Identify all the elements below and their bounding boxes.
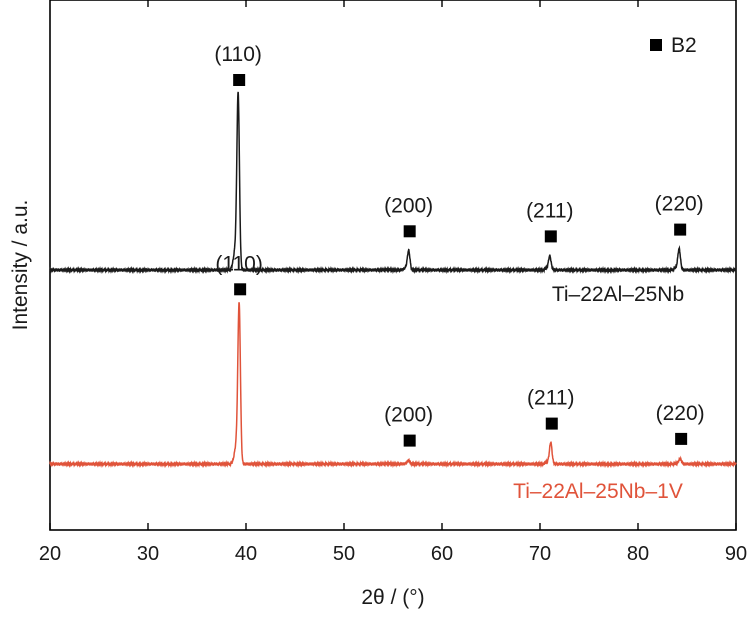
b2-marker-0-1 — [403, 225, 416, 238]
x-tick-label-90: 90 — [725, 543, 747, 565]
peak-label-0-1: (200) — [384, 194, 433, 217]
peak-markers: (110) (200) (211) (220) (110) (200) (211) (220) — [214, 43, 705, 447]
x-tick-label-70: 70 — [529, 543, 551, 565]
series-label-ti-22al-25nb-1v: Ti–22Al–25Nb–1V — [513, 480, 683, 503]
peak-label-1-2: (211) — [527, 387, 574, 410]
plot-frame — [49, 0, 737, 531]
peak-label-0-3: (220) — [655, 193, 704, 216]
b2-marker-0-0 — [233, 74, 246, 86]
legend-label-b2: B2 — [671, 34, 697, 57]
series-label-ti-22al-25nb: Ti–22Al–25Nb — [552, 283, 684, 306]
x-tick-label-60: 60 — [431, 543, 453, 565]
b2-marker-1-0 — [234, 283, 247, 296]
peak-label-1-3: (220) — [656, 402, 705, 425]
y-axis-title: Intensity / a.u. — [9, 200, 32, 331]
x-tick-label-80: 80 — [627, 543, 649, 565]
legend: B2 — [650, 34, 697, 57]
series-line-0 — [49, 91, 737, 275]
series-line-1 — [49, 302, 737, 469]
x-tick-label-40: 40 — [235, 543, 257, 565]
x-axis: 20 30 40 50 60 70 80 90 — [39, 0, 747, 565]
x-axis-title: 2θ / (°) — [361, 586, 424, 609]
b2-marker-1-1 — [403, 434, 416, 447]
legend-marker-b2 — [650, 39, 662, 51]
peak-label-0-0: (110) — [214, 43, 261, 66]
b2-marker-1-3 — [675, 432, 688, 445]
x-tick-label-50: 50 — [333, 543, 355, 565]
b2-marker-0-2 — [544, 230, 557, 243]
b2-marker-0-3 — [674, 223, 687, 236]
x-tick-label-20: 20 — [39, 543, 61, 565]
peak-label-1-1: (200) — [384, 404, 433, 427]
peak-label-0-2: (211) — [526, 199, 573, 222]
peak-label-1-0: (110) — [215, 252, 262, 275]
series-layer — [49, 91, 737, 469]
x-tick-label-30: 30 — [137, 543, 159, 565]
b2-marker-1-2 — [545, 417, 558, 430]
